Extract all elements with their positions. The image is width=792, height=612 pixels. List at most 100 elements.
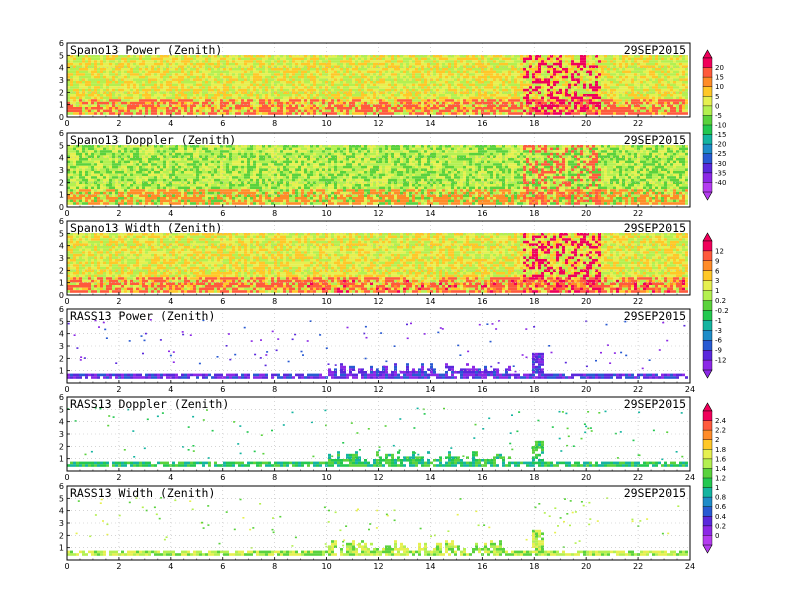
data-cell xyxy=(562,57,565,61)
data-cell xyxy=(430,65,433,68)
data-cell xyxy=(79,68,82,71)
data-cell xyxy=(100,83,103,87)
data-cell xyxy=(298,65,301,68)
data-cell xyxy=(637,57,640,61)
data-cell xyxy=(655,99,658,102)
data-cell xyxy=(637,88,640,92)
data-cell xyxy=(463,78,466,81)
data-cell xyxy=(550,101,553,105)
data-cell xyxy=(547,70,550,74)
data-cell xyxy=(520,101,523,105)
data-cell xyxy=(601,94,604,97)
data-cell xyxy=(262,145,265,148)
data-cell xyxy=(286,107,289,110)
data-cell xyxy=(85,94,88,97)
data-cell xyxy=(106,83,109,87)
data-cell xyxy=(361,94,364,97)
data-cell xyxy=(505,86,508,89)
data-cell xyxy=(640,88,643,92)
data-cell xyxy=(385,94,388,97)
data-cell xyxy=(262,94,265,97)
data-cell xyxy=(187,104,190,107)
data-cell xyxy=(478,83,481,87)
data-cell xyxy=(517,70,520,74)
data-cell xyxy=(211,81,214,84)
data-cell xyxy=(178,75,181,79)
data-cell xyxy=(523,101,526,105)
data-cell xyxy=(265,86,268,89)
data-cell xyxy=(406,81,409,84)
data-cell xyxy=(301,83,304,87)
data-cell xyxy=(463,86,466,89)
data-cell xyxy=(448,60,451,63)
data-cell xyxy=(508,86,511,89)
data-cell xyxy=(631,101,634,105)
data-cell xyxy=(175,62,178,66)
data-cell xyxy=(367,68,370,71)
data-cell xyxy=(616,83,619,87)
data-cell xyxy=(319,107,322,110)
data-cell xyxy=(508,96,511,100)
data-cell xyxy=(154,60,157,63)
data-cell xyxy=(142,94,145,97)
data-cell xyxy=(415,91,418,94)
data-cell xyxy=(106,81,109,84)
data-cell xyxy=(403,109,406,113)
data-cell xyxy=(604,83,607,87)
data-cell xyxy=(451,73,454,76)
data-cell xyxy=(169,83,172,87)
data-cell xyxy=(628,112,631,115)
data-cell xyxy=(613,70,616,74)
data-cell xyxy=(241,88,244,92)
data-cell xyxy=(91,78,94,81)
data-cell xyxy=(394,60,397,63)
data-cell xyxy=(394,62,397,66)
data-cell xyxy=(505,60,508,63)
data-cell xyxy=(388,65,391,68)
data-cell xyxy=(301,70,304,74)
data-cell xyxy=(445,57,448,61)
data-cell xyxy=(184,70,187,74)
data-cell xyxy=(454,101,457,105)
data-cell xyxy=(283,112,286,115)
data-cell xyxy=(520,109,523,113)
data-cell xyxy=(85,57,88,61)
data-cell xyxy=(97,99,100,102)
data-cell xyxy=(124,96,127,100)
data-cell xyxy=(184,83,187,87)
data-cell xyxy=(208,75,211,79)
data-cell xyxy=(598,60,601,63)
x-tick-label: 12 xyxy=(373,119,383,128)
data-cell xyxy=(295,81,298,84)
data-cell xyxy=(187,94,190,97)
data-cell xyxy=(454,109,457,113)
data-cell xyxy=(235,68,238,71)
data-cell xyxy=(154,91,157,94)
data-cell xyxy=(541,109,544,113)
data-cell xyxy=(589,104,592,107)
data-cell xyxy=(220,62,223,66)
data-cell xyxy=(190,70,193,74)
x-tick-label: 20 xyxy=(581,119,591,128)
data-cell xyxy=(157,73,160,76)
data-cell xyxy=(607,96,610,100)
data-cell xyxy=(241,65,244,68)
data-cell xyxy=(172,57,175,61)
data-cell xyxy=(163,73,166,76)
data-cell xyxy=(646,60,649,63)
data-cell xyxy=(175,96,178,100)
data-cell xyxy=(394,86,397,89)
data-cell xyxy=(490,96,493,100)
data-cell xyxy=(499,94,502,97)
data-cell xyxy=(130,109,133,113)
data-cell xyxy=(184,62,187,66)
data-cell xyxy=(214,112,217,115)
data-cell xyxy=(649,86,652,89)
data-cell xyxy=(589,96,592,100)
data-cell xyxy=(253,57,256,61)
data-cell xyxy=(418,107,421,110)
data-cell xyxy=(658,99,661,102)
data-cell xyxy=(517,55,520,58)
data-cell xyxy=(475,96,478,100)
data-cell xyxy=(271,88,274,92)
